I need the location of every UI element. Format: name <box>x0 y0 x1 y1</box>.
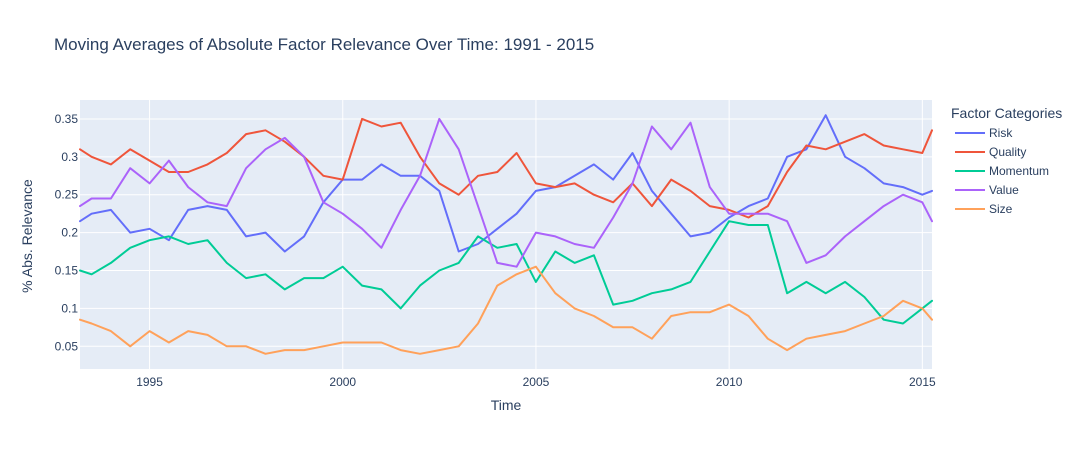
legend: Factor Categories Risk Quality Momentum Val… <box>951 105 1062 216</box>
y-tick-label: 0.2 <box>61 226 78 240</box>
series-line-value <box>79 117 933 268</box>
x-tick-label: 2010 <box>716 375 743 389</box>
x-tick-label: 2005 <box>523 375 550 389</box>
y-tick-label: 0.1 <box>61 301 78 315</box>
y-tick-label: 0.05 <box>55 339 79 353</box>
series-line-size <box>79 265 933 355</box>
series-line-quality <box>79 117 933 219</box>
legend-entry-risk[interactable]: Risk <box>989 126 1013 140</box>
y-tick-label: 0.35 <box>55 112 79 126</box>
legend-entry-size[interactable]: Size <box>989 202 1013 216</box>
y-tick-label: 0.3 <box>61 150 78 164</box>
legend-entry-momentum[interactable]: Momentum <box>989 164 1049 178</box>
series-lines <box>79 114 933 355</box>
y-axis-ticks: 0.05 0.1 0.15 0.2 0.25 0.3 0.35 <box>55 112 79 353</box>
x-tick-label: 2000 <box>329 375 356 389</box>
x-tick-label: 1995 <box>136 375 163 389</box>
x-axis-ticks: 1995 2000 2005 2010 2015 <box>136 375 936 389</box>
x-tick-label: 2015 <box>909 375 936 389</box>
series-line-momentum <box>79 220 933 325</box>
y-tick-label: 0.15 <box>55 263 79 277</box>
legend-entry-quality[interactable]: Quality <box>989 145 1026 159</box>
y-tick-label: 0.25 <box>55 188 79 202</box>
chart-title: Moving Averages of Absolute Factor Relev… <box>54 35 594 54</box>
y-axis-label: % Abs. Relevance <box>19 179 35 293</box>
plot-area <box>80 100 932 369</box>
legend-title: Factor Categories <box>951 105 1062 121</box>
series-line-risk <box>79 114 933 253</box>
legend-entry-value[interactable]: Value <box>989 183 1019 197</box>
x-axis-label: Time <box>491 397 522 413</box>
